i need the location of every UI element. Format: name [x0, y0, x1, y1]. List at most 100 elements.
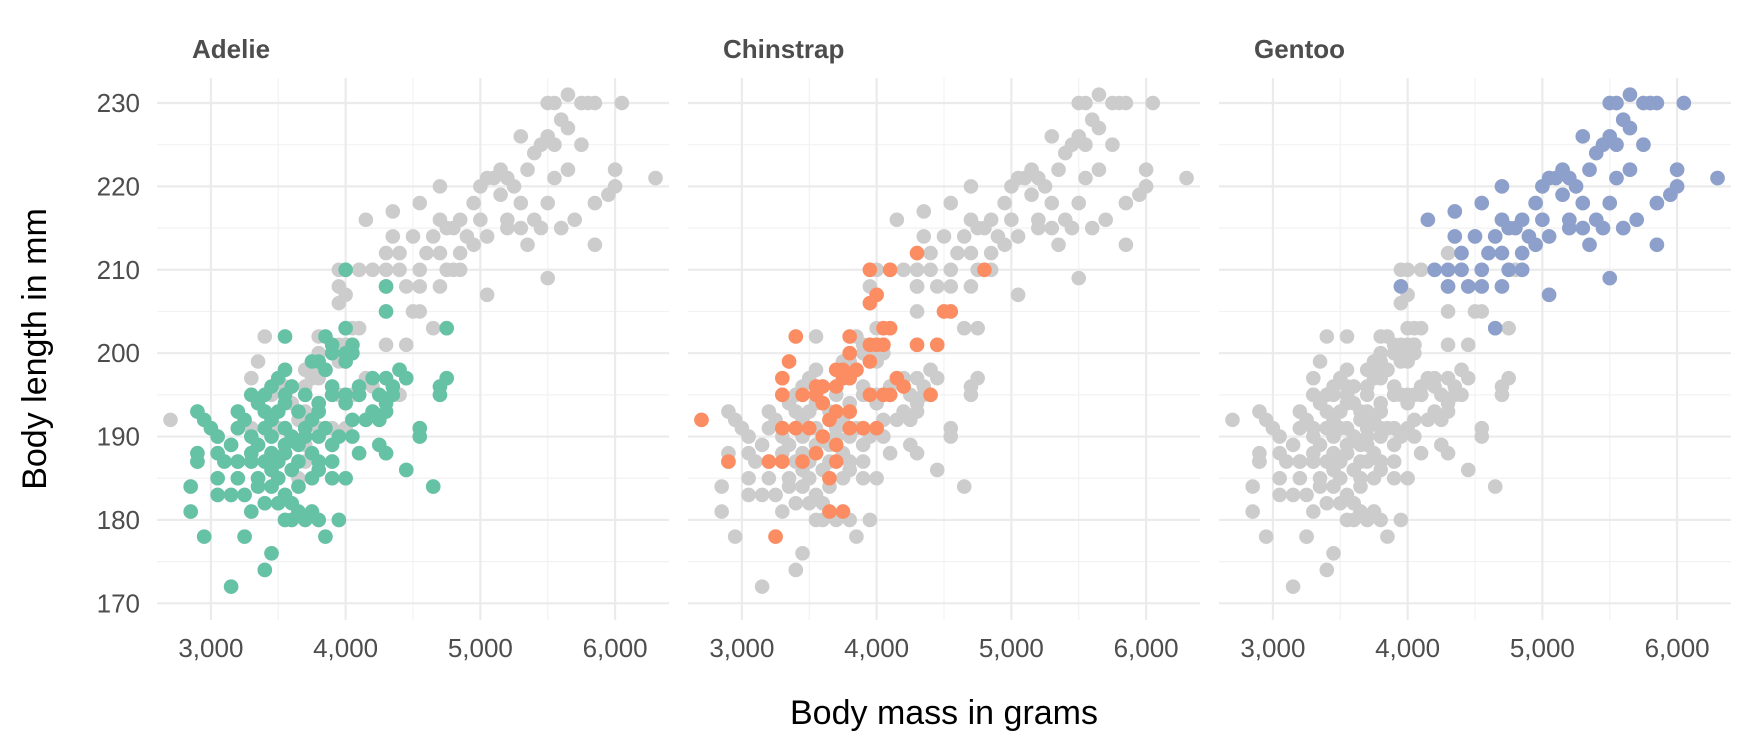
background-point — [452, 262, 468, 278]
background-point — [788, 562, 804, 578]
background-point — [1474, 420, 1490, 436]
background-point — [250, 354, 266, 369]
background-point — [1373, 345, 1388, 361]
background-point — [1004, 212, 1019, 228]
data-point-adelie — [338, 262, 353, 278]
background-point — [1078, 170, 1093, 186]
data-point-chinstrap — [855, 420, 871, 436]
background-point — [452, 245, 468, 261]
background-point — [1359, 437, 1375, 453]
background-point — [808, 487, 824, 503]
data-point-adelie — [284, 379, 300, 394]
data-point-gentoo — [1474, 279, 1490, 294]
background-point — [923, 362, 938, 378]
background-point — [553, 112, 569, 127]
data-point-gentoo — [1562, 220, 1577, 236]
data-point-adelie — [345, 412, 360, 428]
background-point — [808, 329, 824, 344]
data-point-gentoo — [1494, 245, 1510, 261]
facet-panel-gentoo: Gentoo 3,000 4,000 5,000 6,000 — [1219, 34, 1731, 663]
data-point-gentoo — [1669, 162, 1685, 178]
data-point-gentoo — [1622, 87, 1638, 102]
background-point — [1393, 262, 1409, 278]
x-tick-label: 3,000 — [178, 633, 243, 663]
background-point — [1413, 387, 1429, 403]
background-point — [1245, 479, 1260, 494]
background-point — [560, 162, 576, 178]
background-point — [1078, 95, 1093, 111]
background-point — [943, 279, 959, 294]
background-point — [781, 470, 797, 486]
data-point-gentoo — [1582, 237, 1597, 253]
data-point-gentoo — [1535, 212, 1550, 228]
x-tick-label: 4,000 — [313, 633, 378, 663]
background-point — [365, 262, 380, 278]
data-point-chinstrap — [775, 454, 790, 469]
data-point-gentoo — [1447, 204, 1463, 219]
data-point-adelie — [338, 470, 353, 486]
background-point — [1440, 304, 1456, 319]
background-point — [1359, 404, 1375, 419]
background-point — [587, 95, 603, 111]
facet-title: Chinstrap — [723, 34, 844, 64]
data-point-gentoo — [1622, 162, 1638, 178]
data-point-gentoo — [1514, 262, 1530, 278]
data-point-chinstrap — [882, 387, 898, 403]
data-point-chinstrap — [835, 504, 851, 519]
data-point-gentoo — [1615, 220, 1631, 236]
background-point — [1346, 379, 1362, 394]
background-point — [432, 179, 448, 194]
background-point — [1366, 362, 1382, 378]
background-point — [1487, 479, 1503, 494]
background-point — [1427, 404, 1442, 419]
data-point-adelie — [345, 429, 360, 444]
background-point — [1454, 387, 1469, 403]
background-point — [244, 370, 259, 386]
background-point — [1118, 237, 1134, 253]
data-point-gentoo — [1487, 320, 1503, 336]
y-tick-label: 170 — [97, 588, 140, 618]
background-point — [1292, 404, 1308, 419]
data-point-gentoo — [1474, 262, 1490, 278]
data-point-gentoo — [1629, 212, 1644, 228]
data-point-gentoo — [1454, 245, 1469, 261]
data-point-adelie — [338, 320, 353, 336]
background-point — [378, 245, 394, 261]
data-point-adelie — [190, 445, 205, 461]
background-point — [1339, 329, 1355, 344]
background-point — [419, 245, 434, 261]
data-point-adelie — [223, 437, 239, 453]
background-point — [1299, 529, 1314, 544]
data-point-adelie — [392, 362, 407, 378]
data-point-chinstrap — [835, 362, 851, 378]
background-point — [547, 170, 562, 186]
background-point — [1386, 470, 1402, 486]
background-point — [493, 187, 508, 203]
data-point-adelie — [223, 487, 239, 503]
background-point — [1359, 454, 1375, 469]
background-point — [1272, 445, 1287, 461]
background-point — [1312, 354, 1328, 369]
facet-panel-adelie: Adelie 3,000 4,000 5,000 6,000 — [157, 34, 669, 663]
data-point-adelie — [291, 404, 306, 419]
data-point-adelie — [338, 387, 353, 403]
data-point-adelie — [210, 487, 225, 503]
background-point — [607, 162, 623, 178]
background-point — [1434, 437, 1449, 453]
data-point-chinstrap — [862, 262, 878, 278]
background-point — [950, 245, 965, 261]
data-point-gentoo — [1615, 112, 1631, 127]
background-point — [385, 229, 401, 244]
data-point-gentoo — [1595, 220, 1611, 236]
data-point-adelie — [210, 470, 225, 486]
background-point — [896, 404, 911, 419]
x-tick-label: 3,000 — [1240, 633, 1305, 663]
data-point-gentoo — [1541, 229, 1557, 244]
data-point-gentoo — [1636, 137, 1651, 153]
data-point-gentoo — [1602, 195, 1618, 211]
background-point — [795, 545, 810, 561]
data-point-chinstrap — [882, 320, 898, 336]
background-point — [855, 470, 871, 486]
data-point-gentoo — [1555, 187, 1570, 203]
x-tick-label: 6,000 — [583, 633, 648, 663]
